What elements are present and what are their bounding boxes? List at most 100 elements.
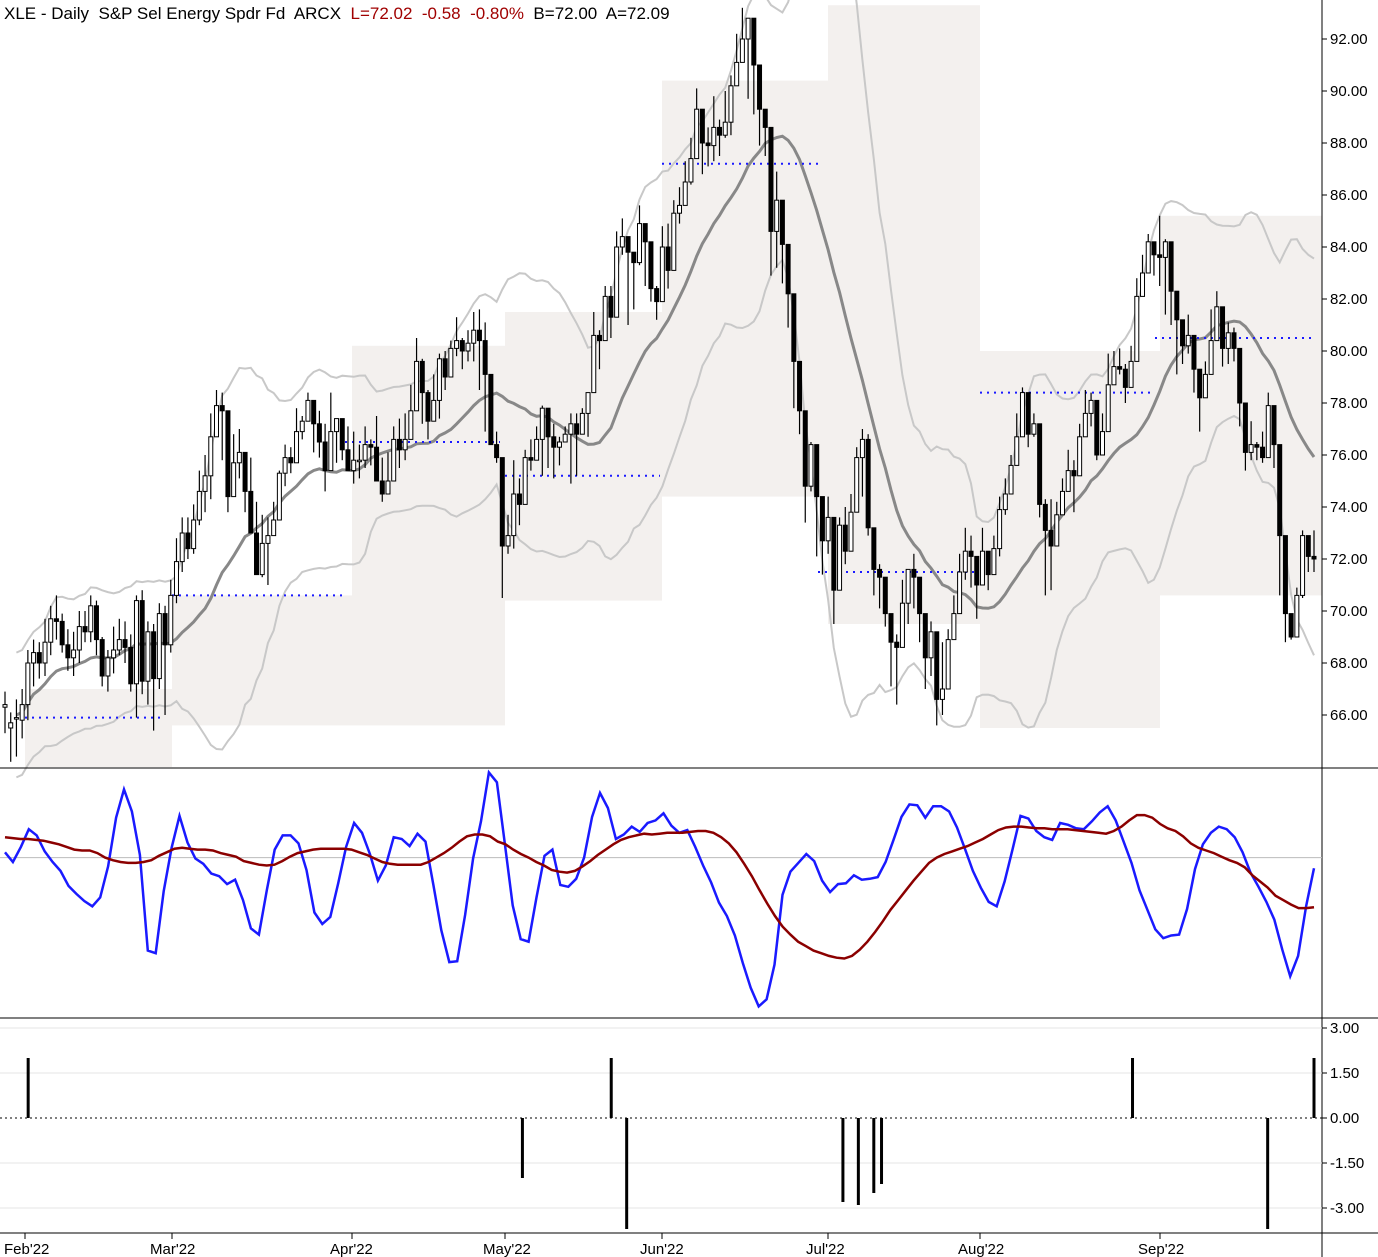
candle-body [1071, 470, 1077, 477]
signal-bar [1266, 1118, 1270, 1229]
candle-body [408, 410, 414, 440]
candle [1162, 239, 1168, 315]
candle [1008, 455, 1014, 495]
candle-body [1242, 402, 1248, 453]
candle [248, 457, 254, 534]
candle-body [231, 462, 237, 498]
candle-body [939, 688, 945, 700]
candle-body [1037, 423, 1043, 505]
candle-body [385, 480, 391, 495]
candle-body [991, 548, 997, 576]
candle [642, 223, 648, 286]
candle-body [1288, 613, 1294, 638]
candle-body [339, 418, 345, 451]
candle [168, 579, 174, 653]
candle [974, 555, 980, 619]
candle [1220, 306, 1226, 367]
signal-bar [625, 1118, 629, 1229]
candle [305, 392, 311, 422]
candle [802, 410, 808, 523]
candle-body [848, 511, 854, 552]
candle-body [76, 626, 82, 651]
candle-body [1151, 241, 1157, 256]
candle-body [128, 646, 134, 685]
candle-body [219, 405, 225, 412]
header-period: Daily [51, 4, 90, 23]
candle [831, 516, 837, 624]
candle [688, 137, 694, 185]
candle [311, 399, 317, 453]
candle [1168, 241, 1174, 325]
candle [65, 629, 71, 671]
candle [528, 439, 534, 471]
candle [351, 431, 357, 484]
range-box [505, 312, 662, 601]
x-tick-label: Sep'22 [1138, 1241, 1184, 1257]
candle [93, 600, 99, 656]
price-tick-label: 88.00 [1330, 135, 1368, 152]
candle-body [414, 360, 420, 412]
candle-body [865, 438, 871, 529]
candle-body [899, 602, 905, 648]
candle-body [516, 493, 522, 505]
candle [448, 340, 454, 378]
candle-body [625, 236, 631, 253]
candle-body [436, 358, 442, 401]
envelope-bands [15, 0, 1316, 779]
candle-body [619, 236, 625, 248]
candle-body [254, 532, 260, 576]
candle [905, 568, 911, 624]
signal-bar [1131, 1058, 1135, 1118]
candle [842, 507, 848, 565]
candle-body [111, 649, 117, 659]
candle-body [442, 358, 448, 378]
candle-body [42, 641, 48, 664]
candle [717, 119, 723, 156]
candle-body [1002, 493, 1008, 511]
candle-body [1117, 366, 1123, 370]
candle-body [1300, 535, 1306, 596]
candle-body [545, 407, 551, 438]
moving-average-line [15, 134, 1316, 717]
candle [631, 251, 637, 310]
candle [425, 390, 431, 440]
x-tick-label: Jul'22 [806, 1241, 845, 1257]
candle-body [877, 568, 883, 578]
candle-body [402, 438, 408, 451]
candle [1260, 431, 1266, 463]
candle-body [968, 550, 974, 557]
candle [316, 410, 322, 458]
candle [1065, 449, 1071, 492]
candle-body [871, 527, 877, 570]
candle [1254, 442, 1260, 461]
candle-body [1140, 272, 1146, 297]
candle-body [957, 571, 963, 615]
candle-body [951, 613, 957, 641]
price-tick-label: 74.00 [1330, 499, 1368, 516]
candle-body [751, 17, 757, 66]
candle [791, 293, 797, 409]
candle-body [562, 433, 568, 443]
candle [1300, 530, 1306, 598]
candle [151, 624, 157, 731]
candle [859, 429, 865, 497]
candle [436, 353, 442, 419]
signal-bar [1312, 1058, 1316, 1118]
candle-body [471, 329, 477, 344]
candle [454, 317, 460, 357]
candle [133, 595, 139, 718]
price-tick-label: 72.00 [1330, 551, 1368, 568]
candle [99, 637, 105, 687]
candle [1042, 499, 1048, 596]
candle-body [694, 108, 700, 160]
candle-body [1191, 334, 1197, 370]
candle-body [768, 126, 774, 232]
candle-body [116, 639, 122, 651]
signal-bar [520, 1118, 524, 1178]
candle [139, 590, 145, 695]
candle-body [1220, 306, 1226, 349]
candle-body [556, 441, 562, 448]
candle-body [757, 64, 763, 110]
candle [1071, 460, 1077, 513]
candle-body [448, 347, 454, 378]
